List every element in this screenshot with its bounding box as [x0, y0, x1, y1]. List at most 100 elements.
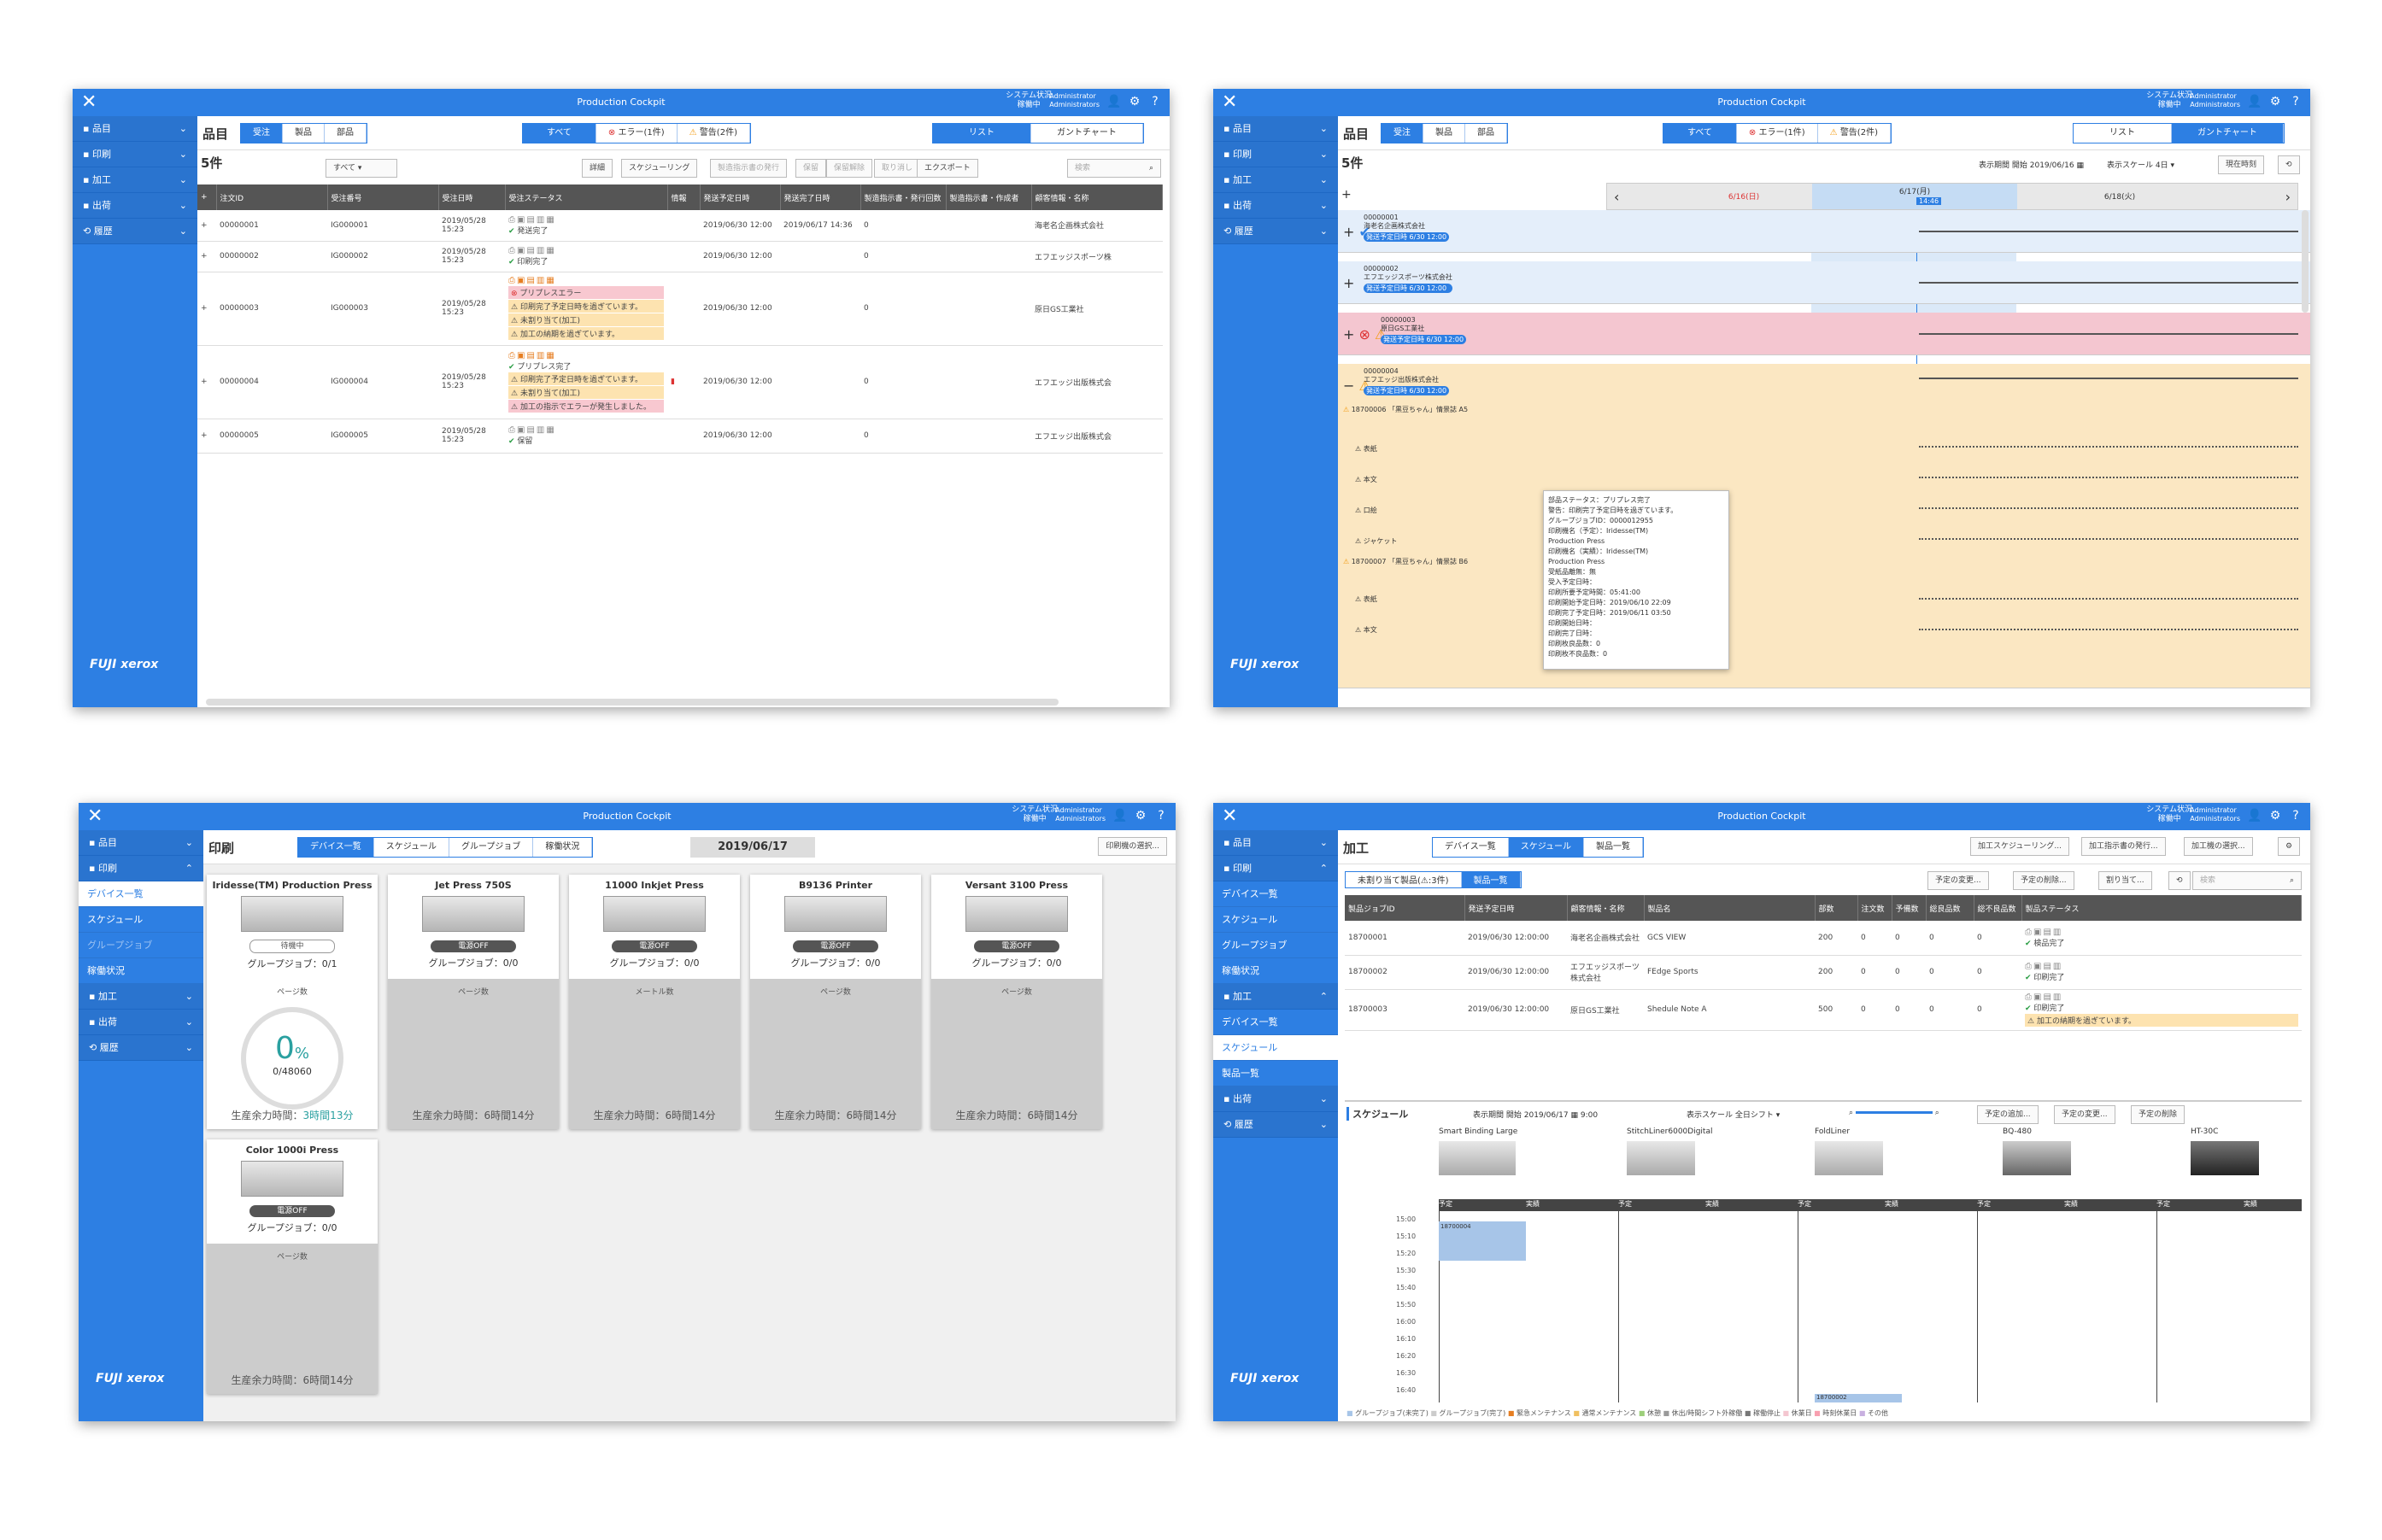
search-input[interactable]: 検索 ⌕ — [1067, 159, 1161, 178]
select-finisher-button[interactable]: 加工機の選択... — [2184, 837, 2253, 856]
close-icon[interactable]: ✕ — [1222, 805, 1238, 827]
gantt-order-row[interactable]: + 00000002 エフエッジスポーツ株式会社 発送予定日時 6/30 12:00 — [1338, 261, 2310, 304]
table-row[interactable]: 18700003 2019/06/30 12:00:00 原日GS工業社 Shedul… — [1345, 989, 2302, 1031]
close-icon[interactable]: ✕ — [1222, 91, 1238, 113]
tab-product[interactable]: 製品 — [283, 124, 325, 143]
gantt-order-row[interactable]: + ✔ 00000001 海老名企画株式会社 発送予定日時 6/30 12:00 — [1338, 210, 2310, 253]
gear-icon[interactable]: ⚙ — [2269, 809, 2281, 823]
subnav-group-job[interactable]: グループジョブ — [79, 933, 203, 958]
help-icon[interactable]: ? — [1158, 809, 1165, 823]
col-header[interactable]: 受注日時 — [438, 184, 506, 210]
help-icon[interactable]: ? — [2292, 809, 2299, 823]
select-printer-button[interactable]: 印刷機の選択... — [1098, 837, 1167, 856]
cancel-button[interactable]: 取り消し — [874, 159, 921, 178]
col-header[interactable]: 製造指示書・作成者 — [946, 184, 1032, 210]
scheduling-button[interactable]: スケジューリング — [621, 159, 698, 178]
gantt-order-row[interactable]: + ⊗ ⚠ 00000003 原日GS工業社 発送予定日時 6/30 12:00 — [1338, 313, 2310, 355]
system-status[interactable]: システム状況 稼働中 — [1006, 91, 1052, 109]
table-row[interactable]: +00000001 IG000001 2019/05/28 15:23 ⎙▣▤▥▦ ✔… — [197, 210, 1163, 242]
col-header[interactable]: 発送予定日時 — [700, 184, 781, 210]
close-icon[interactable]: ✕ — [87, 805, 103, 827]
device-card[interactable]: Jet Press 750S 電源OFF グループジョブ：0/0 ページ数 生産余力時… — [388, 875, 559, 1129]
refresh-icon[interactable]: ⟲ — [2168, 871, 2191, 890]
tab-group-job[interactable]: グループジョブ — [449, 838, 534, 857]
device-card[interactable]: Color 1000i Press 電源OFF グループジョブ：0/0 ページ数 生産… — [207, 1139, 378, 1394]
issue-finishing-instruction-button[interactable]: 加工指示書の発行... — [2081, 837, 2166, 856]
tab-order[interactable]: 受注 — [241, 124, 283, 143]
col-header[interactable]: 発送完了日時 — [780, 184, 861, 210]
schedule-block[interactable]: 18700004 — [1439, 1221, 1526, 1261]
tab-utilization[interactable]: 稼働状況 — [533, 838, 593, 857]
error-info-icon[interactable]: ▮ — [667, 345, 700, 419]
table-row[interactable]: 18700002 2019/06/30 12:00:00 エフエッジスポーツ株式会社… — [1345, 955, 2302, 990]
table-row[interactable]: +00000002 IG000002 2019/05/28 15:23 ⎙▣▤▥▦ ✔… — [197, 241, 1163, 272]
help-icon[interactable]: ? — [1152, 95, 1159, 108]
user-icon[interactable]: 👤 — [2247, 95, 2262, 108]
tab-product-list[interactable]: 製品一覧 — [1461, 872, 1521, 887]
col-header[interactable]: 注文ID — [216, 184, 328, 210]
refresh-icon[interactable]: ⟲ — [2278, 155, 2300, 174]
gear-icon[interactable]: ⚙ — [2269, 95, 2281, 108]
subnav-schedule[interactable]: スケジュール — [79, 907, 203, 933]
filter-warning[interactable]: ⚠ 警告(2件) — [677, 124, 750, 143]
machine-column: HT-30C — [2191, 1127, 2293, 1180]
finishing-scheduling-button[interactable]: 加工スケジューリング... — [1970, 837, 2069, 856]
nav-items[interactable]: ▪ 品目 ⌄ — [73, 116, 197, 142]
close-icon[interactable]: ✕ — [81, 91, 97, 113]
table-row[interactable]: +00000004 IG000004 2019/05/28 15:23 ⎙▣▤▥▦ … — [197, 345, 1163, 419]
col-header[interactable]: 情報 — [667, 184, 701, 210]
filter-all[interactable]: すべて — [523, 124, 596, 143]
nav-finish[interactable]: ▪ 加工 ⌄ — [73, 167, 197, 193]
device-card[interactable]: 11000 Inkjet Press 電源OFF グループジョブ：0/0 メートル数… — [569, 875, 740, 1129]
subnav-utilization[interactable]: 稼働状況 — [79, 958, 203, 984]
now-button[interactable]: 現在時刻 — [2218, 155, 2265, 174]
search-input[interactable]: 検索 ⌕ — [2192, 871, 2302, 890]
nav-history[interactable]: ⟲ 履歴 ⌄ — [73, 219, 197, 244]
period-control[interactable]: 表示期間 開始 2019/06/16 ▦ — [1979, 161, 2084, 170]
detail-button[interactable]: 詳細 — [582, 159, 613, 178]
device-card[interactable]: Versant 3100 Press 電源OFF グループジョブ：0/0 ページ数生… — [931, 875, 1102, 1129]
user-icon[interactable]: 👤 — [1106, 95, 1122, 108]
release-hold-button[interactable]: 保留解除 — [826, 159, 873, 178]
brand-logo: FUJI xerox — [90, 658, 159, 671]
vertical-scrollbar[interactable] — [2302, 210, 2309, 313]
filter-select[interactable]: すべて ▾ — [326, 159, 397, 178]
table-row[interactable]: +00000005 IG000005 2019/05/28 15:23 ⎙▣▤▥▦ ✔… — [197, 419, 1163, 454]
device-card[interactable]: B9136 Printer 電源OFF グループジョブ：0/0 ページ数 生産余力時間… — [750, 875, 921, 1129]
issue-instruction-button[interactable]: 製造指示書の発行 — [710, 159, 788, 178]
tab-unassigned[interactable]: 未割り当て製品(⚠:3件) — [1346, 872, 1462, 887]
tab-schedule[interactable]: スケジュール — [373, 838, 450, 857]
gear-icon[interactable]: ⚙ — [2278, 837, 2301, 856]
progress-gauge: 0% 0/48060 — [241, 1007, 343, 1110]
table-row[interactable]: 18700001 2019/06/30 12:00:00 海老名企画株式会社 GCS … — [1345, 921, 2302, 956]
nav-print[interactable]: ▪ 印刷 ⌄ — [73, 142, 197, 167]
gear-icon[interactable]: ⚙ — [1129, 95, 1141, 108]
col-header[interactable]: 顧客情報・名称 — [1031, 184, 1163, 210]
help-icon[interactable]: ? — [2292, 95, 2299, 108]
schedule-block[interactable]: 18700002 — [1815, 1394, 1902, 1402]
col-header[interactable]: 製造指示書・発行回数 — [860, 184, 947, 210]
nav-ship[interactable]: ▪ 出荷 ⌄ — [73, 193, 197, 219]
user-icon[interactable]: 👤 — [2247, 809, 2262, 823]
subnav-device-list[interactable]: デバイス一覧 — [79, 881, 203, 907]
gantt-order-expanded[interactable]: − ⚠ 00000004 エフエッジ出版株式会社 発送予定日時 6/30 12:00… — [1338, 364, 2310, 688]
col-header[interactable]: 受注番号 — [327, 184, 439, 210]
export-button[interactable]: エクスポート — [917, 159, 978, 178]
hold-button[interactable]: 保留 — [795, 159, 827, 178]
user-icon[interactable]: 👤 — [1112, 809, 1128, 823]
tab-part[interactable]: 部品 — [325, 124, 367, 143]
scale-control[interactable]: 表示スケール 4日 ▾ — [2107, 161, 2175, 170]
window-order-list: ✕ Production Cockpit システム状況 稼働中 Administr… — [73, 89, 1170, 707]
tab-device-list[interactable]: デバイス一覧 — [298, 838, 374, 857]
table-row[interactable]: +00000003 IG000003 2019/05/28 15:23 ⎙▣▤▥▦ … — [197, 272, 1163, 346]
view-gantt[interactable]: ガントチャート — [1031, 124, 1143, 143]
legend: ■ グループジョブ(未完了) ■ グループジョブ(完了) ■ 緊急メンテナンス … — [1346, 1409, 1888, 1417]
view-list[interactable]: リスト — [933, 124, 1031, 143]
gear-icon[interactable]: ⚙ — [1135, 809, 1147, 823]
sidebar: ▪ 品目 ⌄ ▪ 印刷 ⌄ ▪ 加工 ⌄ ▪ 出荷 ⌄ ⟲ 履歴 ⌄ FUJI xerox — [1213, 116, 1338, 707]
col-header[interactable]: 受注ステータス — [505, 184, 668, 210]
device-card[interactable]: Iridesse(TM) Production Press 待機中 グループジョブ：… — [207, 875, 378, 1129]
filter-error[interactable]: ⊗ エラー(1件) — [596, 124, 678, 143]
zoom-slider[interactable]: ⌕ ⌕ — [1849, 1109, 1939, 1117]
horizontal-scrollbar[interactable] — [206, 699, 1059, 706]
